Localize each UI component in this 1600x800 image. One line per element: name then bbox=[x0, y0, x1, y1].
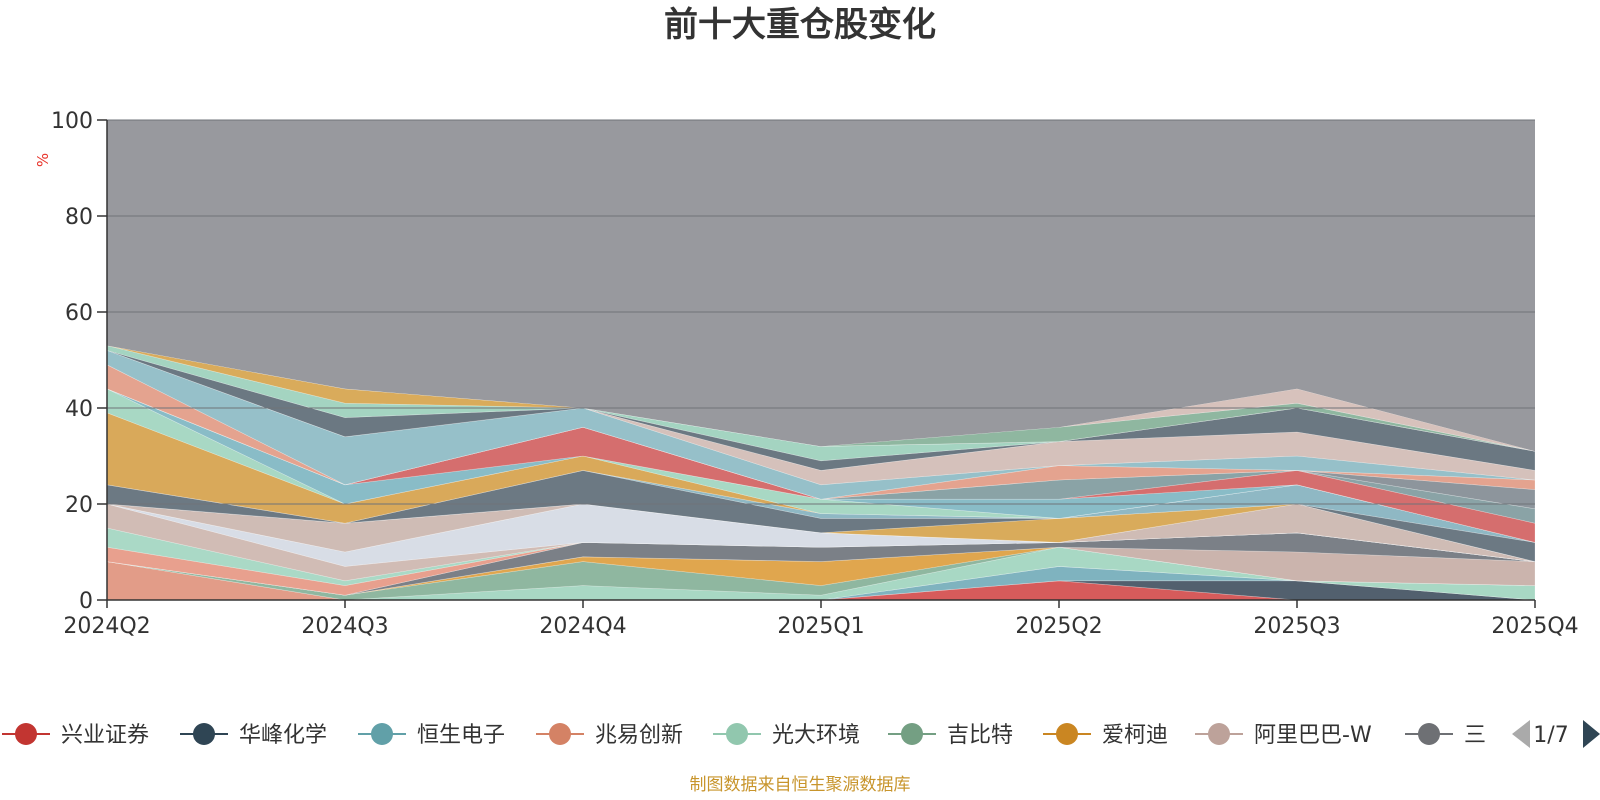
axes: 0 20 40 60 80 100 2024Q2 2024Q3 2024Q4 2025Q1 2025… bbox=[51, 109, 1579, 639]
legend-marker bbox=[15, 723, 37, 745]
y-tick-label: 20 bbox=[65, 493, 93, 518]
legend-marker bbox=[549, 723, 571, 745]
legend-marker bbox=[901, 723, 923, 745]
legend-item[interactable]: 阿里巴巴-W bbox=[1195, 723, 1372, 748]
legend-label: 兆易创新 bbox=[595, 723, 683, 748]
legend-marker bbox=[1208, 723, 1230, 745]
chart-title: 前十大重仓股变化 bbox=[664, 5, 936, 45]
y-tick-label: 80 bbox=[65, 205, 93, 230]
legend-marker bbox=[1056, 723, 1078, 745]
y-tick-label: 60 bbox=[65, 301, 93, 326]
legend-prev-icon[interactable] bbox=[1512, 720, 1530, 748]
legend-label: 兴业证券 bbox=[61, 723, 149, 748]
x-tick-label: 2025Q3 bbox=[1253, 614, 1340, 639]
legend-item[interactable]: 吉比特 bbox=[888, 723, 1013, 748]
legend-label: 华峰化学 bbox=[239, 723, 327, 748]
legend-item[interactable]: 光大环境 bbox=[713, 723, 860, 748]
legend: 兴业证券 华峰化学 恒生电子 兆易创新 光大环境 吉比特 爱柯迪 阿里巴巴-W 三 1/7 bbox=[2, 720, 1600, 748]
legend-marker bbox=[193, 723, 215, 745]
legend-marker bbox=[1418, 723, 1440, 745]
y-tick-label: 40 bbox=[65, 397, 93, 422]
legend-item[interactable]: 兆易创新 bbox=[536, 723, 683, 748]
x-tick-label: 2024Q2 bbox=[63, 614, 150, 639]
legend-page-indicator: 1/7 bbox=[1533, 723, 1568, 748]
legend-item[interactable]: 恒生电子 bbox=[358, 723, 505, 748]
plot-area bbox=[106, 120, 1536, 601]
other-holdings-area bbox=[107, 120, 1535, 452]
legend-marker bbox=[726, 723, 748, 745]
grid-lines bbox=[107, 119, 1535, 505]
x-tick-label: 2025Q2 bbox=[1015, 614, 1102, 639]
legend-label: 三 bbox=[1464, 723, 1486, 748]
legend-label: 阿里巴巴-W bbox=[1254, 723, 1372, 748]
legend-label: 光大环境 bbox=[772, 723, 860, 748]
legend-item[interactable]: 三 bbox=[1405, 723, 1486, 748]
legend-label: 吉比特 bbox=[947, 723, 1013, 748]
legend-label: 爱柯迪 bbox=[1102, 723, 1168, 748]
legend-item[interactable]: 爱柯迪 bbox=[1043, 723, 1168, 748]
x-tick-label: 2025Q4 bbox=[1491, 614, 1578, 639]
legend-label: 恒生电子 bbox=[417, 723, 505, 748]
legend-marker bbox=[371, 723, 393, 745]
legend-item[interactable]: 华峰化学 bbox=[180, 723, 327, 748]
x-tick-label: 2025Q1 bbox=[777, 614, 864, 639]
x-tick-label: 2024Q4 bbox=[539, 614, 626, 639]
x-tick-label: 2024Q3 bbox=[301, 614, 388, 639]
source-note: 制图数据来自恒生聚源数据库 bbox=[690, 775, 911, 795]
y-tick-label: 100 bbox=[51, 109, 93, 134]
legend-item[interactable]: 兴业证券 bbox=[2, 723, 149, 748]
y-axis-unit: % bbox=[34, 153, 52, 167]
y-tick-label: 0 bbox=[79, 589, 93, 614]
band-18-area bbox=[106, 364, 1536, 500]
legend-next-icon[interactable] bbox=[1583, 720, 1600, 748]
